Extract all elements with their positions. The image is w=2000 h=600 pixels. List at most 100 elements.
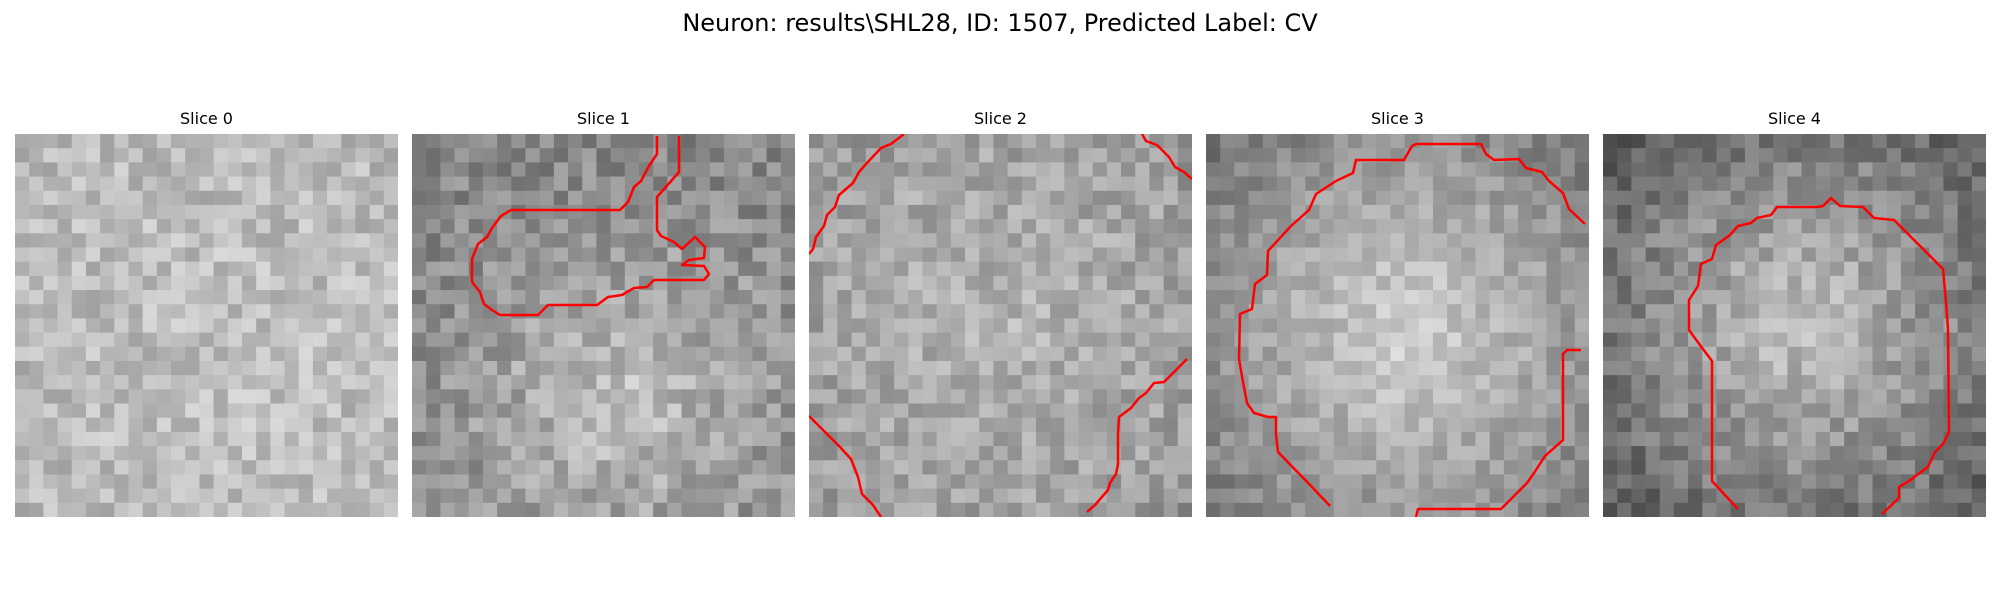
pixel — [1957, 134, 1973, 149]
pixel — [1858, 332, 1874, 348]
pixel — [1035, 318, 1051, 334]
pixel — [327, 474, 342, 490]
pixel — [1177, 431, 1192, 447]
pixel — [1149, 247, 1165, 263]
pixel — [1149, 304, 1165, 320]
pixel — [1943, 162, 1959, 178]
pixel — [482, 162, 498, 178]
pixel — [199, 233, 215, 249]
pixel — [709, 332, 725, 348]
pixel — [865, 460, 881, 476]
pixel — [241, 247, 257, 263]
pixel — [142, 431, 158, 447]
pixel — [525, 176, 541, 192]
pixel — [454, 318, 470, 334]
pixel — [71, 389, 87, 405]
pixel — [1050, 261, 1065, 277]
pixel — [1206, 261, 1221, 277]
pixel — [568, 417, 583, 433]
pixel — [511, 134, 527, 149]
pixel — [1149, 190, 1165, 206]
pixel — [497, 190, 512, 206]
pixel — [1844, 431, 1859, 447]
pixel — [1560, 176, 1576, 192]
pixel — [1121, 389, 1136, 405]
pixel — [1461, 431, 1477, 447]
pixel — [1121, 204, 1136, 220]
pixel — [1007, 431, 1023, 447]
pixel — [312, 233, 328, 249]
pixel — [1702, 318, 1718, 334]
pixel — [1106, 304, 1122, 320]
pixel — [213, 304, 229, 320]
pixel — [1135, 304, 1151, 320]
pixel — [1858, 190, 1874, 206]
pixel — [525, 275, 541, 291]
pixel — [128, 290, 144, 305]
pixel — [936, 275, 952, 291]
pixel — [284, 332, 300, 348]
pixel — [171, 389, 186, 405]
pixel — [369, 474, 385, 490]
pixel — [865, 275, 881, 291]
pixel — [1943, 360, 1959, 376]
pixel — [936, 176, 952, 192]
pixel — [1603, 360, 1618, 376]
pixel — [1234, 176, 1250, 192]
pixel — [709, 318, 725, 334]
pixel — [1716, 162, 1732, 178]
pixel — [936, 403, 952, 419]
pixel — [851, 275, 867, 291]
pixel — [199, 389, 215, 405]
pixel — [298, 233, 314, 249]
pixel — [965, 346, 980, 362]
pixel — [85, 134, 101, 149]
pixel — [525, 148, 541, 163]
pixel — [1333, 488, 1349, 504]
pixel — [270, 318, 286, 334]
pixel — [1915, 290, 1930, 305]
pixel — [1078, 247, 1094, 263]
pixel — [426, 290, 441, 305]
pixel — [539, 446, 555, 461]
pixel — [1659, 233, 1675, 249]
pixel — [965, 261, 980, 277]
pixel — [412, 431, 427, 447]
pixel — [1943, 474, 1959, 490]
pixel — [1957, 389, 1973, 405]
pixel — [100, 190, 115, 206]
pixel — [1362, 474, 1377, 490]
pixel — [638, 474, 654, 490]
pixel — [823, 488, 838, 504]
pixel — [15, 134, 30, 149]
pixel — [1007, 190, 1023, 206]
pixel — [1844, 460, 1859, 476]
pixel — [1957, 204, 1973, 220]
pixel — [1829, 488, 1845, 504]
pixel — [922, 219, 938, 234]
pixel — [936, 417, 952, 433]
pixel — [355, 304, 371, 320]
pixel — [128, 176, 144, 192]
pixel — [1900, 148, 1916, 163]
pixel — [1631, 460, 1647, 476]
pixel — [1872, 190, 1888, 206]
pixel — [128, 417, 144, 433]
pixel — [1362, 346, 1377, 362]
pixel — [29, 332, 44, 348]
pixel — [1759, 474, 1774, 490]
pixel — [298, 502, 314, 517]
pixel — [369, 389, 385, 405]
pixel — [1319, 318, 1335, 334]
pixel — [738, 403, 754, 419]
pixel — [1617, 417, 1632, 433]
pixel — [922, 375, 938, 390]
pixel — [823, 261, 838, 277]
pixel — [1305, 446, 1321, 461]
pixel — [610, 290, 626, 305]
pixel — [922, 148, 938, 163]
pixel — [1560, 488, 1576, 504]
pixel — [1787, 176, 1803, 192]
pixel — [298, 219, 314, 234]
pixel — [270, 148, 286, 163]
